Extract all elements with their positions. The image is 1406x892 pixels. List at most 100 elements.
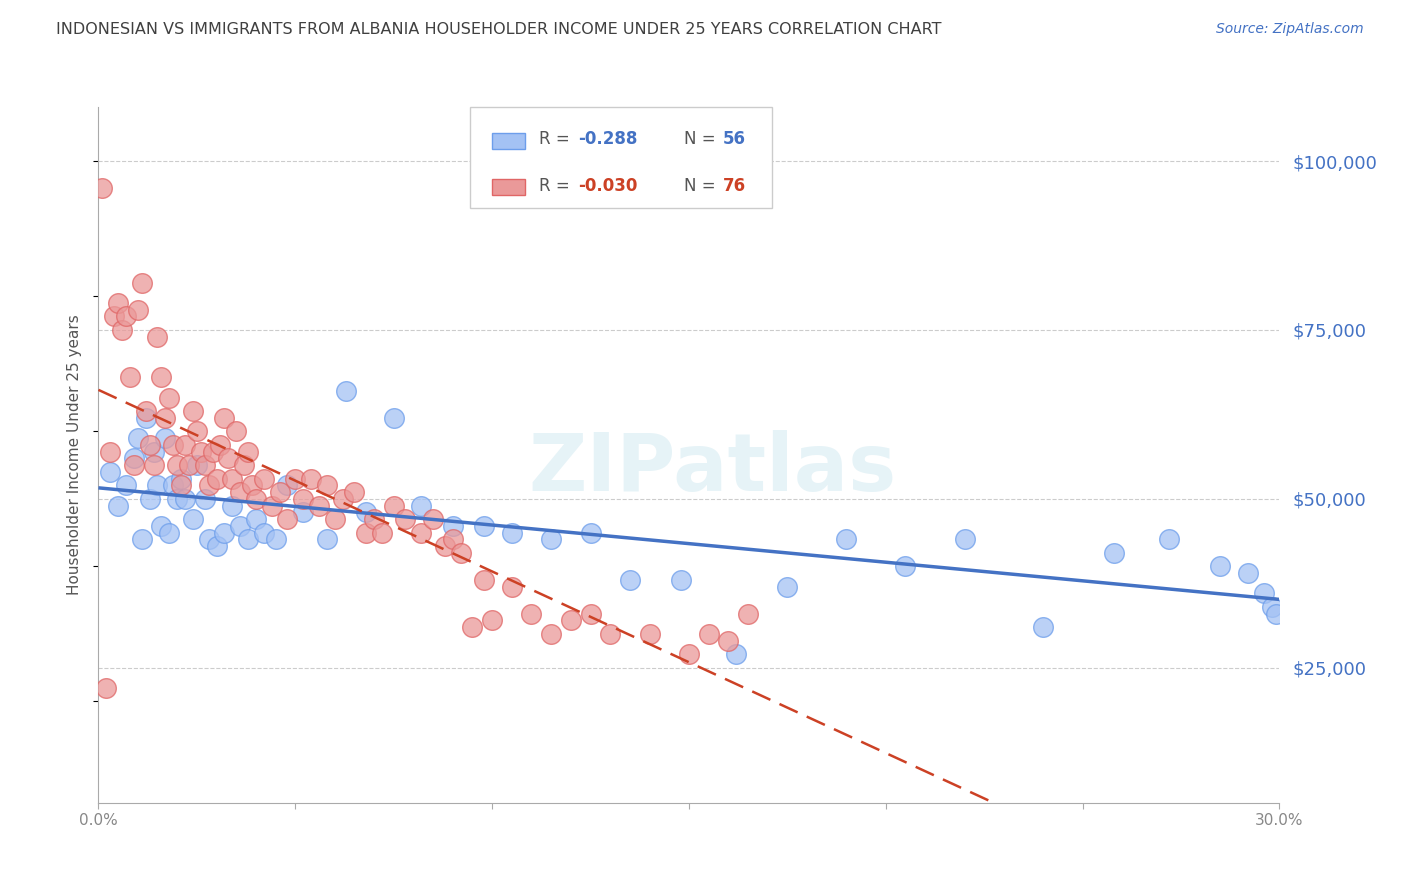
Point [354,505,377,519]
Point [103,310,125,324]
Point [520,607,543,621]
Point [115,310,138,324]
Point [122,451,145,466]
Point [1209,559,1232,574]
Point [411,525,433,540]
Text: N =: N = [685,130,721,148]
Point [150,370,173,384]
Point [233,458,256,472]
Text: R =: R = [538,177,575,194]
Point [422,512,444,526]
Point [236,533,259,547]
Point [138,438,160,452]
Point [1032,620,1054,634]
Point [1264,607,1286,621]
Point [461,620,484,634]
Point [127,431,149,445]
Point [343,485,366,500]
Point [225,424,247,438]
Point [194,491,217,506]
Point [166,458,188,472]
Point [253,472,276,486]
Point [371,525,394,540]
Point [1260,599,1282,614]
Point [697,627,720,641]
Point [433,539,456,553]
Point [619,573,641,587]
Point [186,458,208,472]
Text: 76: 76 [723,177,747,194]
Y-axis label: Householder Income Under 25 years: Householder Income Under 25 years [67,315,83,595]
Point [1253,586,1275,600]
Text: R =: R = [538,130,575,148]
Point [91,181,114,195]
Point [162,478,184,492]
Point [579,607,602,621]
Text: INDONESIAN VS IMMIGRANTS FROM ALBANIA HOUSEHOLDER INCOME UNDER 25 YEARS CORRELAT: INDONESIAN VS IMMIGRANTS FROM ALBANIA HO… [56,22,942,37]
Point [276,478,298,492]
Point [209,438,232,452]
Point [292,491,315,506]
Point [382,410,405,425]
Point [181,512,204,526]
Point [332,491,354,506]
Point [260,499,283,513]
Text: N =: N = [685,177,721,194]
Point [835,533,858,547]
Point [450,546,472,560]
Point [269,485,291,500]
Point [560,614,582,628]
Text: ZIPatlas: ZIPatlas [529,430,897,508]
Point [217,451,239,466]
Point [441,533,464,547]
Point [190,444,212,458]
Point [131,533,153,547]
Point [221,499,243,513]
Point [174,438,197,452]
Point [155,431,177,445]
Point [354,525,377,540]
Point [284,472,307,486]
Point [194,458,217,472]
Point [411,499,433,513]
Point [107,499,129,513]
Legend: Indonesians, Immigrants from Albania: Indonesians, Immigrants from Albania [475,888,903,892]
Text: -0.288: -0.288 [578,130,637,148]
Point [540,627,562,641]
FancyBboxPatch shape [492,133,524,149]
Point [122,458,145,472]
Point [253,525,276,540]
Point [201,444,224,458]
Text: 56: 56 [723,130,747,148]
Point [1159,533,1181,547]
Point [111,323,134,337]
Point [98,465,121,479]
Point [953,533,976,547]
FancyBboxPatch shape [492,179,524,195]
Point [170,478,193,492]
Point [441,519,464,533]
Point [725,647,748,661]
Point [135,404,157,418]
Point [501,525,523,540]
Point [737,607,759,621]
Point [335,384,357,398]
Point [157,391,180,405]
Point [96,681,118,695]
Point [170,472,193,486]
Point [894,559,917,574]
Point [131,276,153,290]
Point [197,533,219,547]
Point [214,525,236,540]
Point [157,525,180,540]
Point [115,478,138,492]
Point [1102,546,1125,560]
Point [240,478,263,492]
Point [146,329,169,343]
Point [299,472,322,486]
Text: -0.030: -0.030 [578,177,637,194]
Point [308,499,330,513]
Point [229,519,252,533]
Point [245,491,267,506]
Point [205,472,228,486]
